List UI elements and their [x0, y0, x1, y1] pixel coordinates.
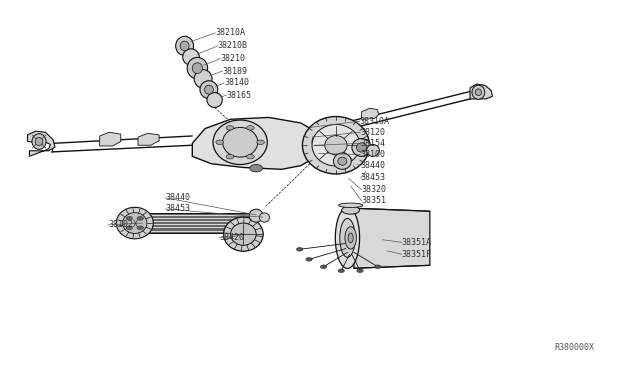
Ellipse shape [475, 89, 481, 96]
Polygon shape [100, 132, 121, 146]
Ellipse shape [213, 120, 268, 164]
Ellipse shape [312, 125, 360, 166]
Circle shape [338, 269, 344, 273]
Ellipse shape [123, 213, 147, 234]
Text: 38210B: 38210B [218, 41, 248, 51]
Text: 38100: 38100 [360, 150, 385, 159]
Text: 38320: 38320 [362, 185, 387, 194]
Circle shape [226, 154, 234, 159]
Circle shape [246, 126, 254, 130]
Text: 38440: 38440 [361, 161, 386, 170]
Ellipse shape [223, 128, 258, 157]
Ellipse shape [472, 85, 484, 99]
Ellipse shape [345, 227, 356, 249]
Circle shape [137, 226, 143, 230]
Circle shape [306, 257, 312, 261]
Text: 38102X: 38102X [108, 221, 138, 230]
Text: 38453: 38453 [361, 173, 386, 182]
Circle shape [126, 226, 132, 230]
Ellipse shape [249, 209, 263, 222]
Ellipse shape [230, 223, 256, 245]
Text: 38351: 38351 [362, 196, 387, 205]
Bar [138, 213, 256, 234]
Ellipse shape [333, 153, 351, 169]
Text: 38351F: 38351F [402, 250, 432, 259]
Polygon shape [192, 118, 314, 169]
Ellipse shape [352, 138, 371, 156]
Ellipse shape [180, 41, 189, 51]
Text: 38210A: 38210A [215, 28, 245, 38]
Ellipse shape [200, 81, 218, 99]
Ellipse shape [342, 206, 360, 214]
Text: 38310A: 38310A [360, 117, 390, 126]
Ellipse shape [335, 207, 360, 269]
Ellipse shape [182, 49, 199, 65]
Ellipse shape [338, 157, 347, 165]
Text: 38420: 38420 [219, 233, 244, 243]
Ellipse shape [339, 203, 363, 208]
Circle shape [357, 269, 364, 273]
Ellipse shape [356, 143, 367, 152]
Circle shape [226, 126, 234, 130]
Text: 38440: 38440 [166, 193, 191, 202]
Text: 38154: 38154 [360, 139, 385, 148]
Polygon shape [138, 134, 159, 145]
Text: 38351A: 38351A [402, 238, 432, 247]
Ellipse shape [32, 134, 46, 149]
Ellipse shape [223, 217, 263, 251]
Polygon shape [470, 84, 492, 99]
Text: R380000X: R380000X [555, 343, 595, 352]
Polygon shape [28, 131, 55, 156]
Text: 38210: 38210 [220, 54, 245, 63]
Ellipse shape [192, 63, 202, 74]
Ellipse shape [116, 207, 154, 239]
Circle shape [250, 164, 262, 172]
Ellipse shape [175, 36, 193, 55]
Text: 38140: 38140 [224, 78, 249, 87]
Circle shape [320, 265, 326, 269]
Text: 38165: 38165 [226, 91, 251, 100]
Ellipse shape [187, 57, 207, 79]
Ellipse shape [367, 144, 380, 156]
Circle shape [126, 217, 132, 220]
Circle shape [296, 247, 303, 251]
Circle shape [246, 154, 254, 159]
Text: 38120: 38120 [360, 128, 385, 137]
Polygon shape [354, 208, 430, 268]
Circle shape [216, 140, 223, 144]
Ellipse shape [340, 218, 355, 257]
Circle shape [374, 265, 381, 269]
Ellipse shape [312, 134, 328, 149]
Circle shape [257, 140, 264, 144]
Ellipse shape [204, 85, 213, 94]
Ellipse shape [348, 233, 353, 243]
Ellipse shape [194, 70, 212, 88]
Ellipse shape [259, 213, 269, 222]
Ellipse shape [324, 136, 347, 155]
Text: 38189: 38189 [222, 67, 247, 76]
Text: 38453: 38453 [166, 205, 191, 214]
Ellipse shape [207, 93, 222, 108]
Circle shape [137, 217, 143, 220]
Ellipse shape [303, 116, 369, 174]
Polygon shape [362, 108, 379, 119]
Ellipse shape [35, 137, 43, 145]
